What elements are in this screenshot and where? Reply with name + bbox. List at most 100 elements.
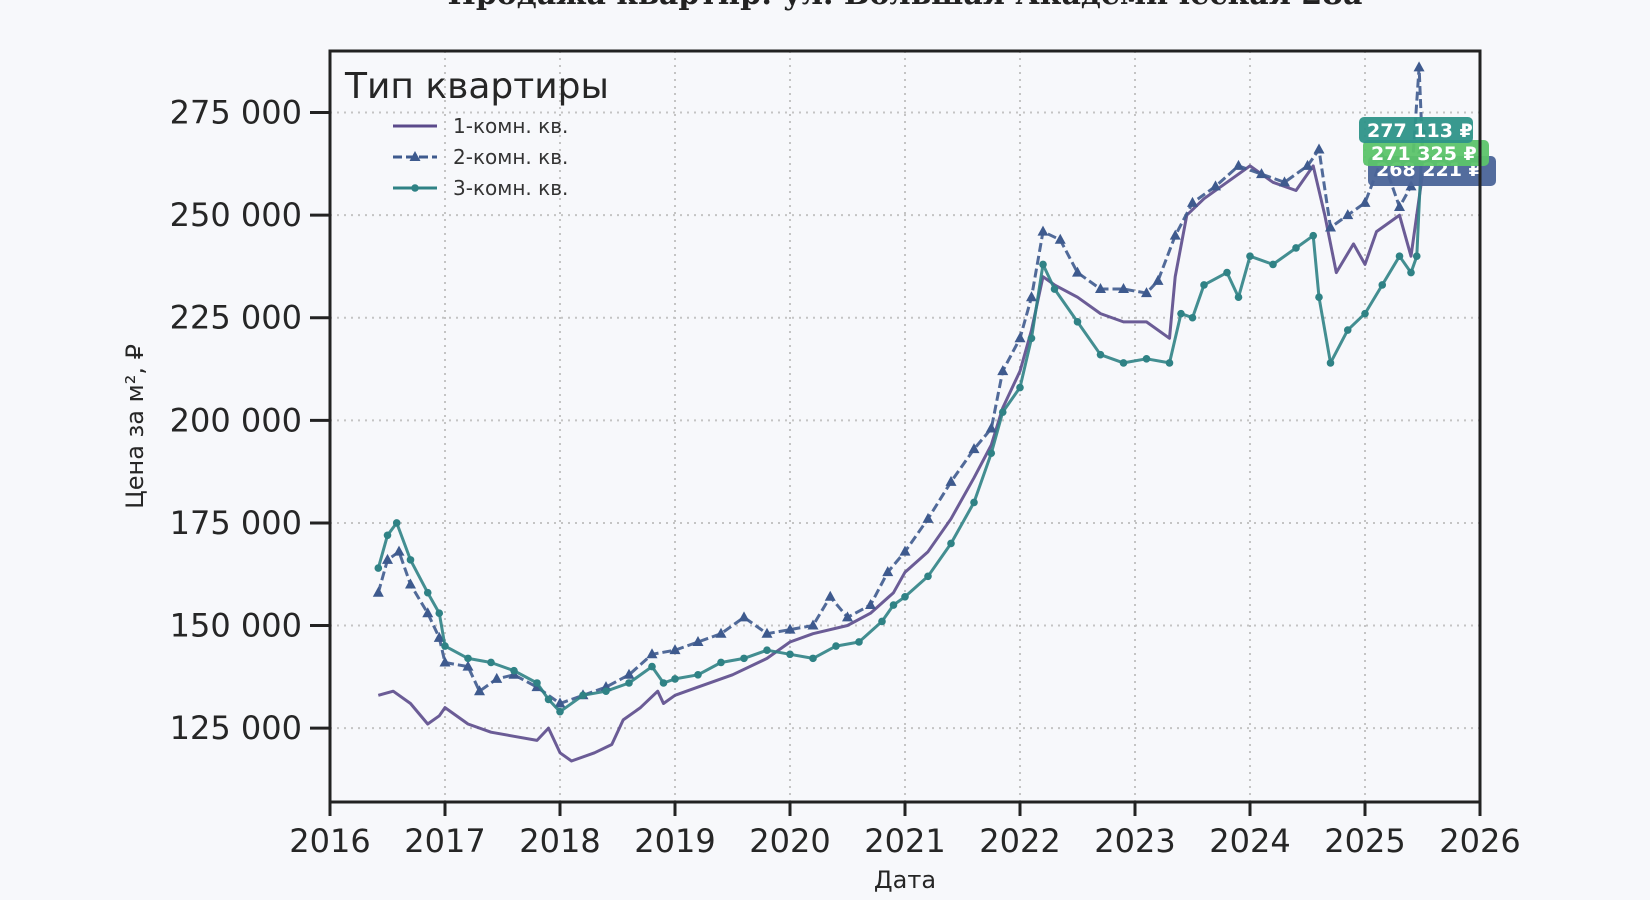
data-point — [423, 588, 432, 597]
data-point — [1279, 176, 1290, 187]
legend-item: 3-комн. кв. — [393, 176, 568, 200]
data-point — [1210, 180, 1221, 191]
data-point — [899, 545, 911, 556]
data-point — [533, 679, 541, 687]
data-point — [878, 617, 886, 626]
data-point — [945, 475, 957, 486]
series-3 — [374, 129, 1427, 716]
badge-label: 271 325 ₽ — [1371, 143, 1477, 165]
data-point — [1141, 287, 1152, 298]
data-point — [579, 691, 587, 700]
data-point — [738, 611, 750, 622]
data-point — [694, 670, 702, 679]
data-point — [1118, 283, 1129, 294]
legend-label: 1-комн. кв. — [453, 114, 568, 138]
data-point — [692, 635, 704, 646]
data-point — [1054, 233, 1066, 244]
legend-marker — [409, 151, 421, 161]
data-point — [1325, 221, 1336, 232]
data-point — [865, 599, 876, 610]
data-point — [648, 662, 656, 671]
badge-background — [1359, 117, 1473, 143]
data-point — [406, 556, 415, 564]
data-point — [740, 654, 748, 663]
data-point — [554, 697, 566, 708]
data-point — [832, 642, 840, 650]
data-point — [901, 593, 909, 601]
data-point — [487, 658, 495, 667]
data-point — [1026, 291, 1037, 302]
data-point — [1309, 231, 1318, 240]
x-tick-label: 2021 — [864, 822, 945, 860]
data-point — [947, 539, 955, 548]
data-point — [474, 685, 485, 696]
grid — [330, 51, 1480, 802]
x-tick-label: 2016 — [289, 822, 370, 860]
legend-title: Тип квартиры — [344, 66, 609, 107]
data-point — [1313, 143, 1325, 154]
legend-item: 2-комн. кв. — [393, 145, 568, 169]
data-point — [1395, 252, 1404, 260]
data-point — [1233, 159, 1244, 170]
x-tick-label: 2020 — [749, 822, 830, 860]
data-point — [1302, 159, 1313, 170]
data-point — [985, 422, 997, 433]
data-point — [1037, 225, 1049, 236]
series-line — [377, 164, 1424, 763]
data-point — [1246, 252, 1254, 260]
y-tick-label: 225 000 — [170, 299, 302, 337]
y-tick-label: 250 000 — [170, 196, 302, 234]
data-point — [422, 607, 434, 618]
legend: Тип квартиры 1-комн. кв. 2-комн. кв. 3-ком… — [344, 66, 609, 200]
data-point — [1378, 281, 1387, 289]
x-tick-label: 2017 — [404, 822, 485, 860]
data-point — [1315, 293, 1323, 302]
data-point — [659, 679, 668, 687]
data-point — [717, 658, 725, 667]
data-point — [1200, 281, 1208, 289]
x-tick-label: 2025 — [1324, 822, 1405, 860]
data-point — [987, 449, 996, 457]
data-point — [997, 365, 1009, 376]
y-tick-label: 175 000 — [170, 504, 302, 542]
data-point — [1073, 318, 1082, 326]
data-point — [383, 531, 392, 540]
data-point — [433, 631, 445, 642]
data-point — [392, 519, 401, 527]
data-point — [510, 666, 518, 675]
data-point — [922, 512, 934, 523]
data-point — [809, 654, 817, 663]
data-point — [1412, 252, 1421, 260]
data-point — [1359, 196, 1371, 207]
data-point — [968, 443, 980, 454]
data-point — [1187, 196, 1198, 207]
series-1 — [377, 164, 1424, 763]
legend-label: 3-комн. кв. — [453, 176, 568, 200]
x-tick-label: 2026 — [1439, 822, 1520, 860]
data-point — [491, 672, 503, 683]
data-point — [544, 695, 553, 704]
data-point — [786, 650, 794, 659]
data-point — [1413, 61, 1425, 72]
data-point — [1256, 168, 1267, 179]
data-point — [1394, 200, 1405, 211]
data-point — [1165, 359, 1174, 367]
data-point — [1119, 359, 1128, 367]
data-point — [824, 590, 836, 601]
data-point — [1361, 309, 1369, 318]
data-point — [1343, 326, 1352, 334]
data-point — [393, 545, 405, 556]
data-point — [374, 564, 383, 572]
data-point — [1407, 268, 1415, 277]
data-point — [372, 586, 384, 597]
data-point — [1223, 268, 1231, 277]
x-axis-label: Дата — [874, 866, 936, 894]
data-point — [1142, 354, 1151, 363]
data-point — [1152, 274, 1164, 285]
data-point — [405, 578, 416, 589]
data-point — [441, 642, 449, 650]
y-axis-label: Цена за м², ₽ — [121, 344, 149, 509]
data-point — [1342, 209, 1354, 220]
x-axis: 2016 2017 2018 2019 2020 2021 2022 2023 2024 2025… — [289, 802, 1521, 860]
data-point — [669, 644, 681, 655]
